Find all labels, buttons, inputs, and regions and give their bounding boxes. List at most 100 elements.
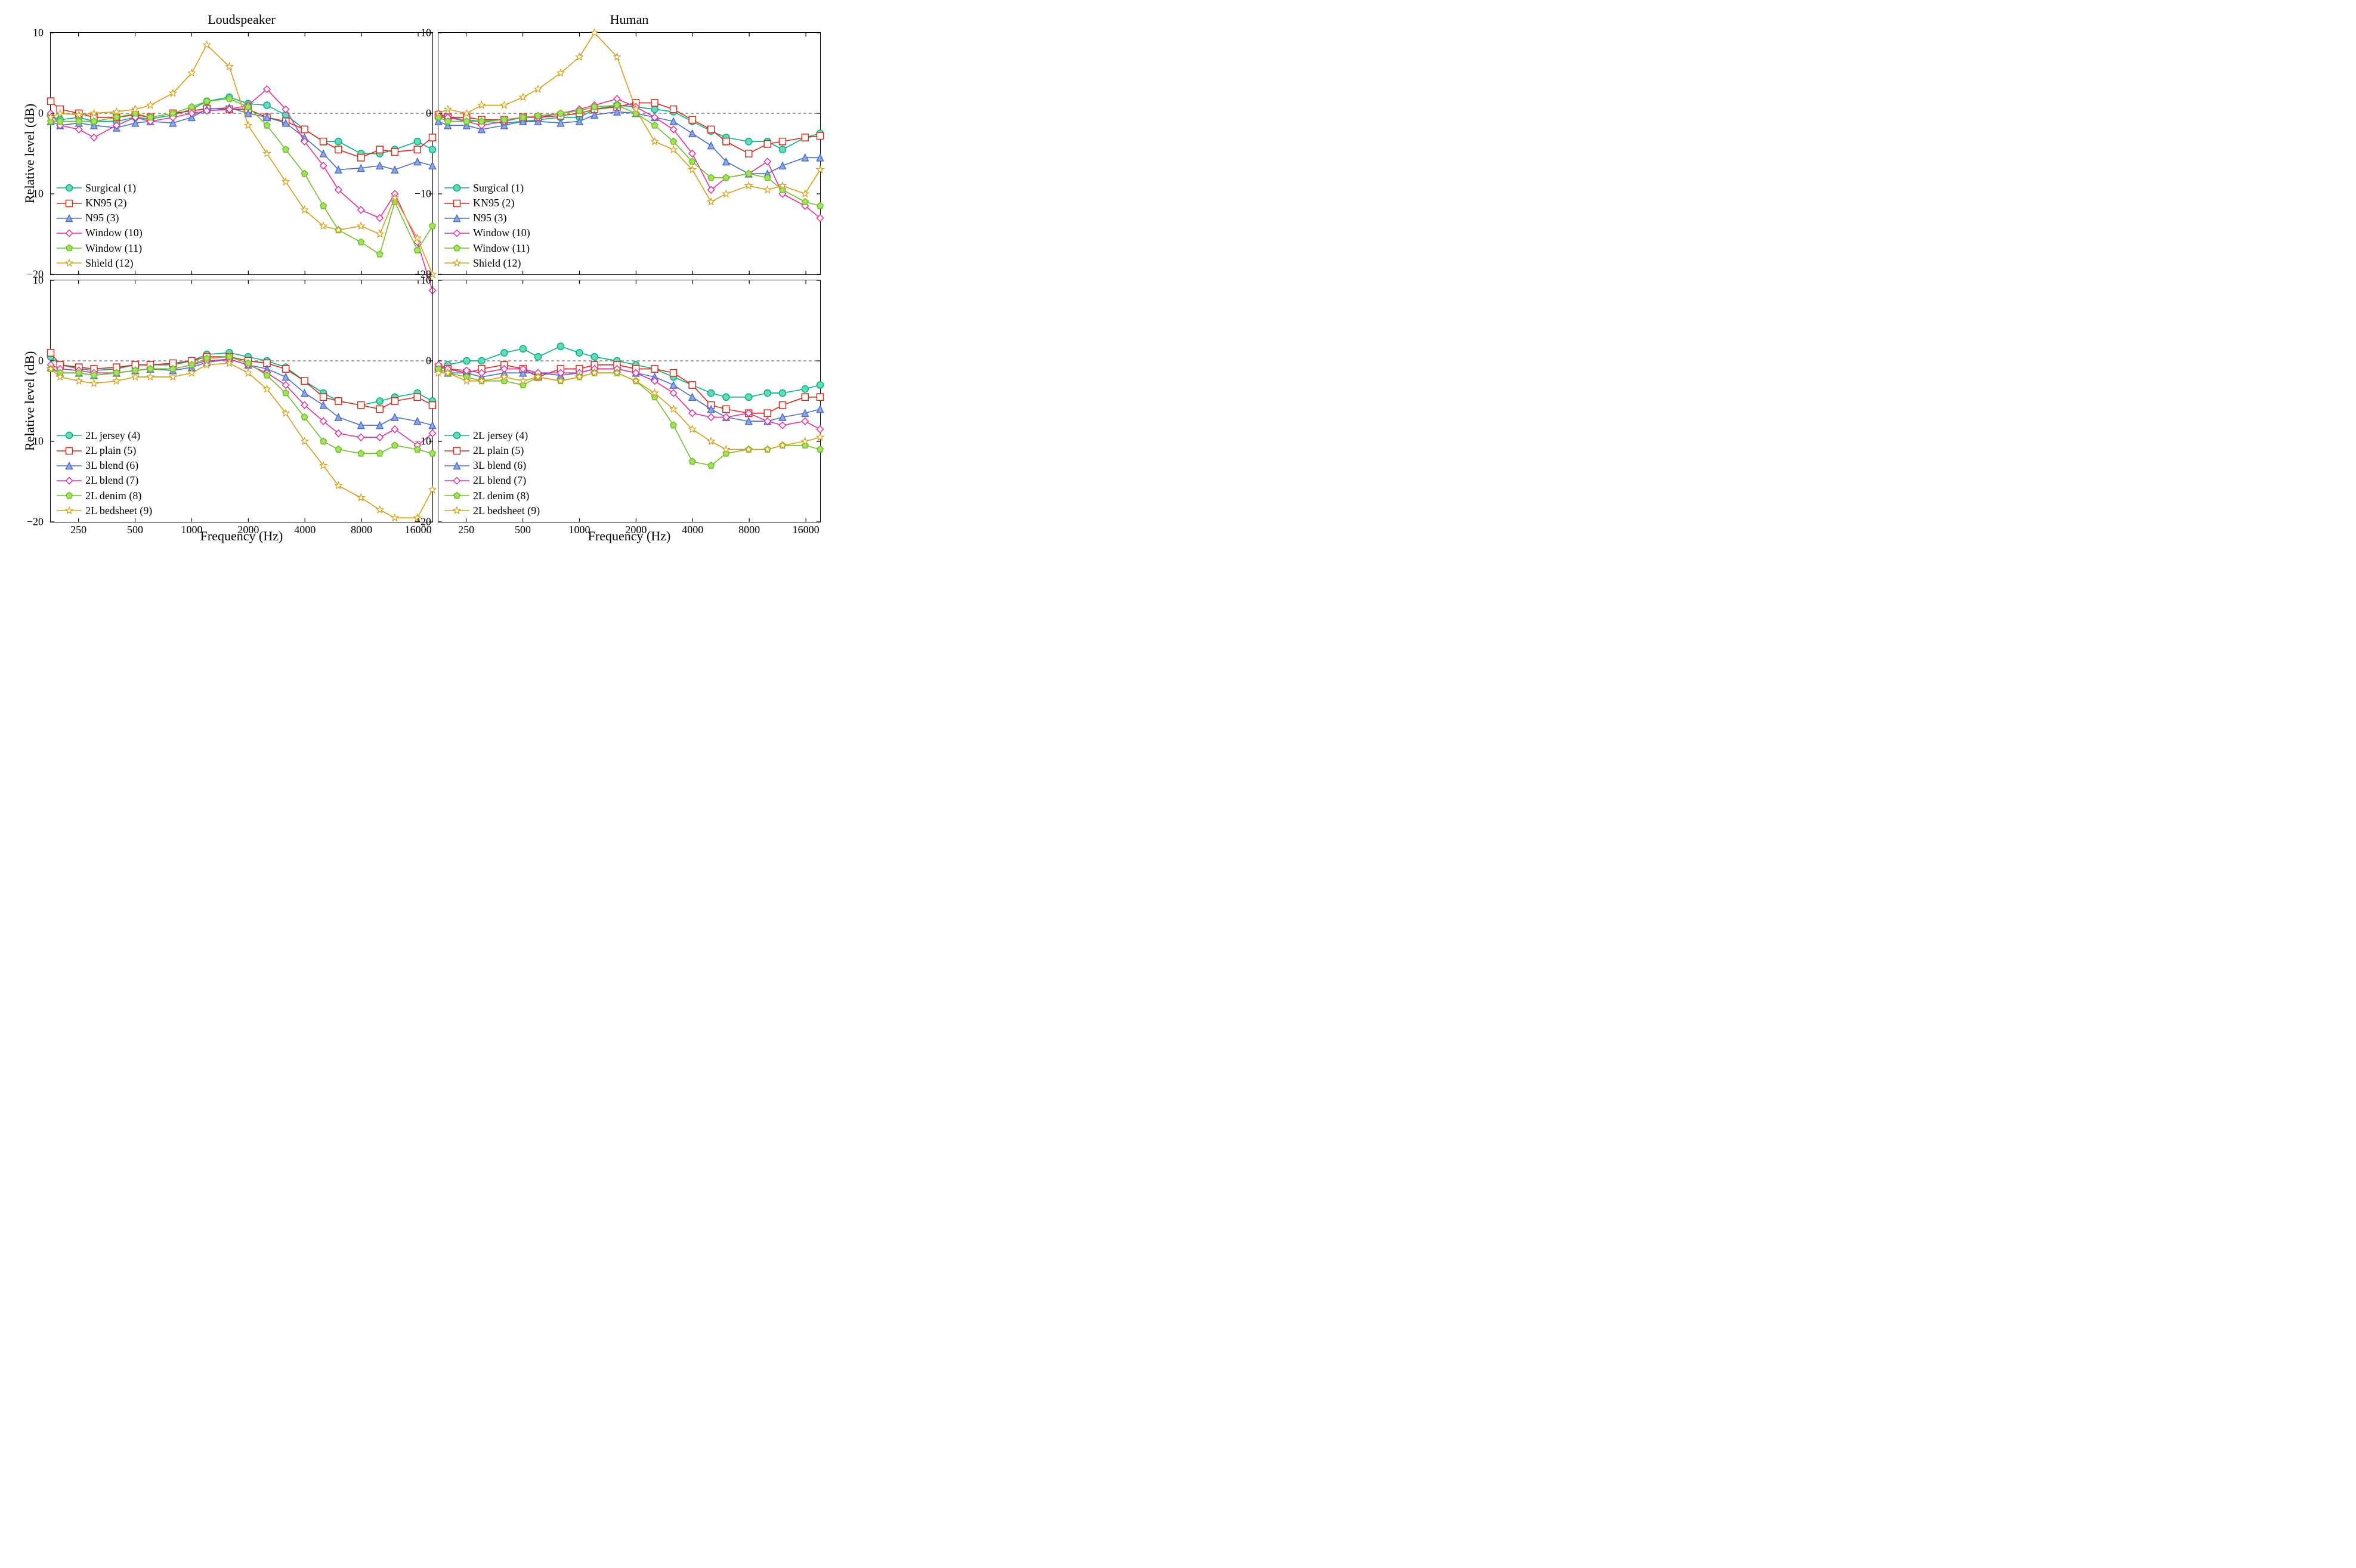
ytick-label: −20 (27, 516, 44, 528)
legend-label: N95 (3) (473, 211, 507, 225)
legend-label: 2L plain (5) (473, 443, 524, 458)
legend-item: 2L bedsheet (9) (57, 503, 152, 518)
legend-item: N95 (3) (57, 211, 143, 225)
legend-label: Window (11) (85, 241, 142, 256)
legend: 2L jersey (4) 2L plain (5) 3L blend (6) … (57, 428, 152, 518)
panel-bottom-left: 250500100020004000800016000−20−10010 2L … (50, 280, 433, 522)
xtick-label: 500 (127, 524, 143, 536)
legend-item: 3L blend (6) (57, 458, 152, 473)
ytick-label: 10 (33, 274, 44, 287)
ytick-label: −10 (415, 435, 431, 447)
xtick-label: 250 (70, 524, 86, 536)
ytick-label: −20 (415, 516, 431, 528)
legend-swatch (57, 184, 82, 192)
legend-item: 2L bedsheet (9) (444, 503, 540, 518)
legend-swatch (57, 244, 82, 252)
col-title-right: Human (435, 12, 823, 30)
legend-item: Window (10) (444, 225, 530, 240)
legend-swatch (57, 477, 82, 485)
legend-swatch (57, 506, 82, 515)
legend-label: Surgical (1) (473, 181, 524, 196)
legend-label: 2L blend (7) (85, 473, 138, 488)
legend-swatch (444, 184, 469, 192)
ylabel-top: Relative level (dB) (12, 30, 48, 277)
legend-item: Window (10) (57, 225, 143, 240)
legend-label: Surgical (1) (85, 181, 136, 196)
legend-swatch (57, 259, 82, 267)
legend-label: Shield (12) (473, 256, 521, 271)
legend: Surgical (1) KN95 (2) N95 (3) Window (10… (57, 181, 143, 271)
legend-swatch (444, 431, 469, 440)
ytick-label: 0 (426, 107, 431, 119)
legend-label: 2L denim (8) (85, 488, 141, 503)
legend-item: 2L jersey (4) (57, 428, 152, 443)
legend-label: KN95 (2) (85, 196, 127, 211)
legend-swatch (444, 199, 469, 208)
xtick-label: 2000 (625, 524, 647, 536)
xtick-label: 4000 (682, 524, 703, 536)
xtick-label: 250 (458, 524, 474, 536)
xtick-label: 16000 (793, 524, 820, 536)
legend-label: KN95 (2) (473, 196, 515, 211)
panel-bottom-right: 250500100020004000800016000−20−10010 2L … (438, 280, 821, 522)
legend-swatch (444, 506, 469, 515)
ytick-label: 0 (426, 354, 431, 367)
xtick-label: 4000 (294, 524, 316, 536)
ytick-label: −10 (27, 435, 44, 447)
legend-swatch (444, 462, 469, 470)
legend-swatch (57, 431, 82, 440)
legend-swatch (444, 244, 469, 252)
legend-label: Shield (12) (85, 256, 134, 271)
legend-swatch (444, 477, 469, 485)
legend-item: 2L jersey (4) (444, 428, 540, 443)
ytick-label: −10 (415, 187, 431, 200)
legend-item: 2L plain (5) (57, 443, 152, 458)
legend-swatch (57, 229, 82, 237)
xtick-label: 1000 (568, 524, 590, 536)
legend-swatch (444, 214, 469, 222)
legend-item: Shield (12) (444, 256, 530, 271)
ytick-label: 10 (421, 27, 431, 39)
legend: 2L jersey (4) 2L plain (5) 3L blend (6) … (444, 428, 540, 518)
legend-label: 3L blend (6) (473, 458, 526, 473)
legend-item: 2L blend (7) (57, 473, 152, 488)
ytick-label: 10 (33, 27, 44, 39)
xtick-label: 500 (515, 524, 531, 536)
legend-swatch (444, 447, 469, 455)
ytick-label: 10 (421, 274, 431, 287)
legend-swatch (57, 462, 82, 470)
legend-label: 2L blend (7) (473, 473, 526, 488)
legend-label: 2L jersey (4) (473, 428, 528, 443)
legend-item: KN95 (2) (57, 196, 143, 211)
legend-label: 2L bedsheet (9) (473, 503, 540, 518)
ylabel-bottom: Relative level (dB) (12, 277, 48, 525)
legend-item: 2L denim (8) (57, 488, 152, 503)
legend-item: 3L blend (6) (444, 458, 540, 473)
legend-label: 2L denim (8) (473, 488, 529, 503)
legend-item: 2L denim (8) (444, 488, 540, 503)
panel-top-right: −20−10010 Surgical (1) KN95 (2) N95 (3) … (438, 32, 821, 275)
legend-label: Window (11) (473, 241, 530, 256)
legend-item: Shield (12) (57, 256, 143, 271)
legend-swatch (57, 214, 82, 222)
panel-top-left: −20−10010 Surgical (1) KN95 (2) N95 (3) … (50, 32, 433, 275)
legend-item: Surgical (1) (57, 181, 143, 196)
xtick-label: 8000 (351, 524, 372, 536)
legend-item: 2L blend (7) (444, 473, 540, 488)
legend-item: N95 (3) (444, 211, 530, 225)
legend-swatch (444, 229, 469, 237)
legend-swatch (444, 259, 469, 267)
legend-label: N95 (3) (85, 211, 119, 225)
legend-swatch (444, 491, 469, 500)
legend-label: 3L blend (6) (85, 458, 138, 473)
xtick-label: 1000 (181, 524, 202, 536)
legend-label: Window (10) (473, 225, 530, 240)
legend: Surgical (1) KN95 (2) N95 (3) Window (10… (444, 181, 530, 271)
legend-item: KN95 (2) (444, 196, 530, 211)
ytick-label: 0 (38, 107, 44, 119)
legend-swatch (57, 199, 82, 208)
legend-item: Surgical (1) (444, 181, 530, 196)
ytick-label: 0 (38, 354, 44, 367)
legend-label: 2L bedsheet (9) (85, 503, 152, 518)
legend-label: Window (10) (85, 225, 143, 240)
